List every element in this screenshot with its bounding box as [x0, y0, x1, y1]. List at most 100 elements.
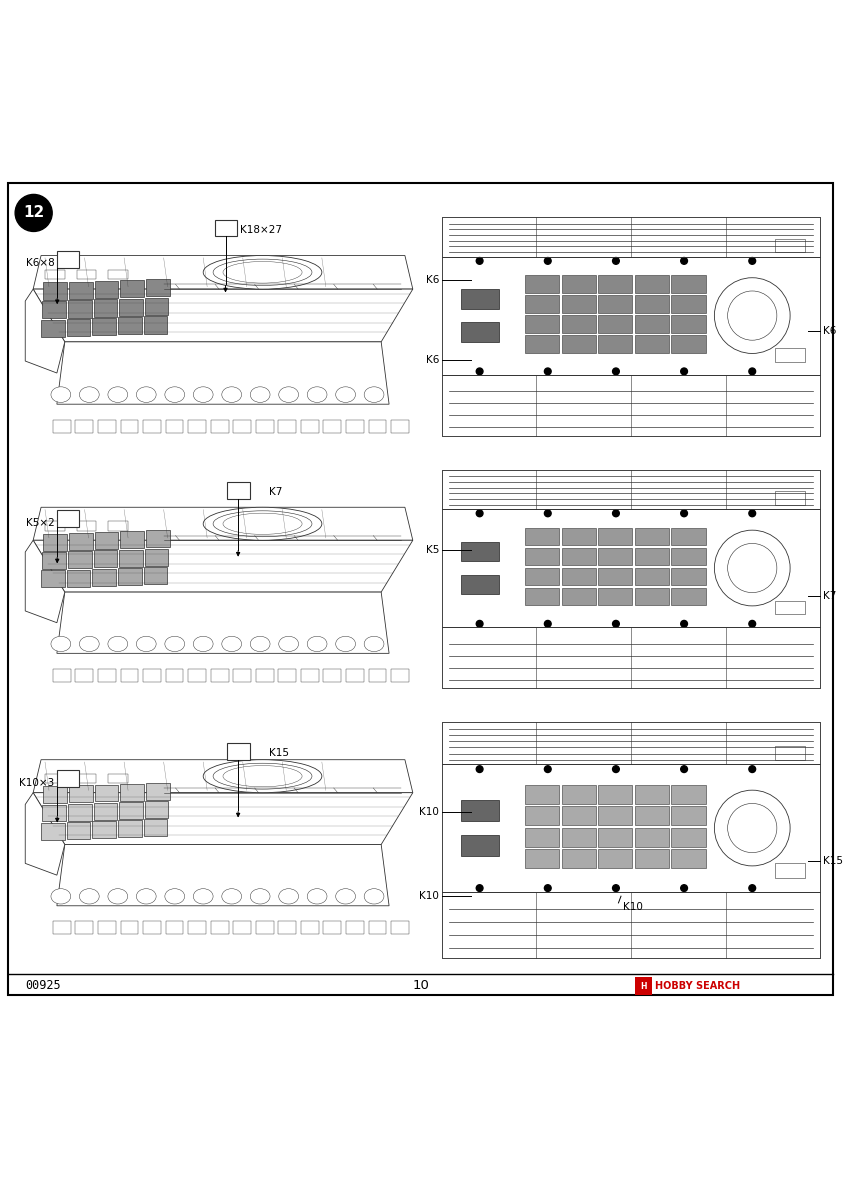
Bar — [95, 281, 119, 298]
Circle shape — [728, 290, 777, 341]
Bar — [562, 568, 595, 586]
Bar — [42, 301, 66, 318]
Bar — [562, 850, 595, 868]
Bar — [120, 784, 144, 800]
Text: K6: K6 — [426, 355, 440, 365]
Polygon shape — [33, 540, 412, 592]
Text: K10: K10 — [623, 902, 643, 912]
Circle shape — [545, 884, 551, 892]
Polygon shape — [33, 256, 412, 289]
Circle shape — [612, 884, 619, 892]
Text: K6×8: K6×8 — [26, 258, 55, 269]
Circle shape — [728, 804, 777, 853]
Bar — [324, 668, 341, 682]
Circle shape — [612, 510, 619, 517]
Bar — [93, 551, 117, 568]
Text: K5: K5 — [426, 545, 440, 554]
Bar — [672, 806, 706, 826]
Bar — [391, 420, 409, 433]
Ellipse shape — [364, 636, 384, 652]
Bar — [672, 316, 706, 332]
Circle shape — [545, 766, 551, 773]
Bar — [562, 588, 595, 605]
Circle shape — [681, 510, 688, 517]
Bar — [77, 774, 97, 784]
Bar — [672, 850, 706, 868]
Bar — [42, 804, 66, 822]
Bar — [45, 774, 64, 784]
Ellipse shape — [136, 636, 156, 652]
Bar — [45, 522, 64, 530]
Text: K10: K10 — [419, 808, 440, 817]
Bar — [598, 806, 633, 826]
Bar — [442, 469, 821, 689]
Bar — [188, 420, 206, 433]
Circle shape — [476, 884, 483, 892]
Ellipse shape — [80, 636, 99, 652]
Bar — [211, 668, 229, 682]
Bar — [77, 522, 97, 530]
Bar — [598, 335, 633, 353]
Bar — [68, 804, 91, 821]
Bar — [672, 828, 706, 847]
Bar — [635, 806, 669, 826]
Polygon shape — [57, 592, 389, 653]
Bar — [461, 289, 499, 310]
Circle shape — [612, 766, 619, 773]
Ellipse shape — [222, 889, 241, 904]
Bar — [58, 770, 79, 787]
Bar — [279, 922, 296, 934]
Bar — [67, 570, 91, 587]
Bar — [227, 482, 250, 499]
Circle shape — [749, 620, 756, 628]
Circle shape — [476, 258, 483, 264]
Bar — [120, 280, 144, 298]
Bar — [525, 335, 559, 353]
Bar — [233, 668, 251, 682]
Bar — [43, 786, 67, 803]
Circle shape — [612, 620, 619, 628]
Bar — [598, 316, 633, 332]
Bar — [442, 217, 821, 257]
Ellipse shape — [51, 889, 70, 904]
Circle shape — [749, 884, 756, 892]
Bar — [120, 668, 138, 682]
Circle shape — [612, 368, 619, 374]
Ellipse shape — [307, 889, 327, 904]
Bar — [93, 300, 117, 317]
Text: K6: K6 — [823, 325, 836, 336]
Bar — [598, 547, 633, 565]
Bar — [145, 298, 169, 314]
Bar — [120, 922, 138, 934]
Bar — [108, 522, 128, 530]
Bar — [92, 569, 116, 586]
Bar — [98, 420, 116, 433]
Bar — [442, 764, 821, 892]
Bar — [256, 420, 274, 433]
Ellipse shape — [213, 259, 312, 286]
Ellipse shape — [222, 386, 241, 402]
Circle shape — [681, 620, 688, 628]
Bar — [324, 420, 341, 433]
Bar — [143, 420, 161, 433]
Bar — [525, 547, 559, 565]
Circle shape — [728, 544, 777, 593]
Bar — [775, 239, 805, 252]
Circle shape — [749, 510, 756, 517]
Ellipse shape — [203, 760, 322, 793]
Bar — [120, 420, 138, 433]
Circle shape — [545, 368, 551, 374]
Text: H: H — [640, 982, 647, 991]
Bar — [598, 275, 633, 293]
Bar — [672, 275, 706, 293]
Ellipse shape — [51, 636, 70, 652]
Bar — [67, 319, 91, 336]
Bar — [442, 509, 821, 628]
Ellipse shape — [203, 256, 322, 289]
Ellipse shape — [108, 889, 128, 904]
Bar — [69, 785, 93, 803]
Polygon shape — [33, 760, 412, 793]
Text: 00925: 00925 — [25, 979, 61, 992]
Bar — [525, 275, 559, 293]
Bar — [53, 668, 70, 682]
